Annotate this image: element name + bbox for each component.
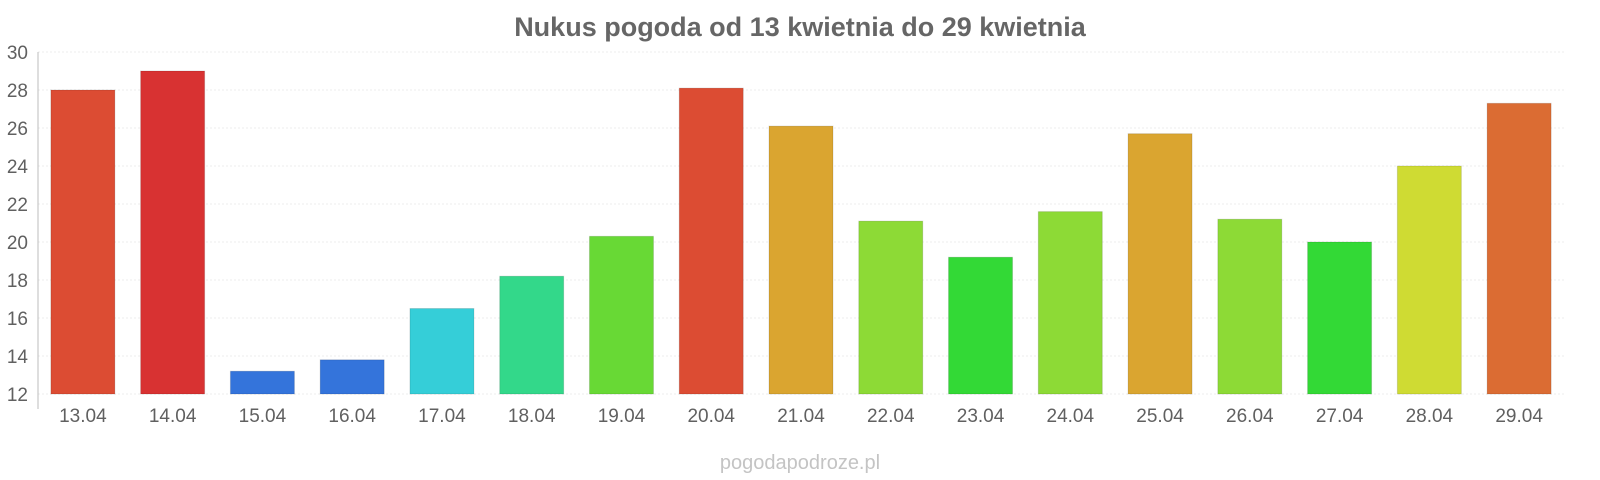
- bar-29.04[interactable]: [1486, 102, 1552, 395]
- y-tick-label: 12: [7, 385, 28, 406]
- bar-17.04[interactable]: [409, 308, 475, 395]
- y-tick-label: 22: [7, 195, 28, 216]
- bar-18.04[interactable]: [499, 275, 565, 395]
- bar-22.04[interactable]: [858, 220, 924, 395]
- source-label: pogodapodroze.pl: [720, 452, 880, 474]
- bar-19.04[interactable]: [588, 235, 654, 395]
- y-tick-label: 30: [7, 43, 28, 64]
- y-tick-label: 26: [7, 119, 28, 140]
- bar-16.04[interactable]: [319, 359, 385, 395]
- bar-26.04[interactable]: [1217, 218, 1283, 395]
- x-tick-label: 27.04: [1316, 406, 1364, 427]
- y-tick-label: 14: [7, 347, 29, 368]
- chart-title: Nukus pogoda od 13 kwietnia do 29 kwietn…: [514, 12, 1087, 42]
- x-tick-label: 25.04: [1136, 406, 1184, 427]
- bar-24.04[interactable]: [1037, 211, 1103, 395]
- bar-13.04[interactable]: [50, 89, 116, 395]
- bars: [50, 70, 1552, 395]
- bar-21.04[interactable]: [768, 125, 834, 395]
- bar-27.04[interactable]: [1307, 241, 1373, 395]
- y-tick-label: 20: [7, 233, 28, 254]
- x-tick-label: 14.04: [149, 406, 197, 427]
- x-tick-label: 13.04: [59, 406, 107, 427]
- bar-28.04[interactable]: [1396, 165, 1462, 395]
- x-tick-label: 16.04: [328, 406, 376, 427]
- y-tick-label: 24: [7, 157, 29, 178]
- bar-25.04[interactable]: [1127, 133, 1193, 395]
- bar-23.04[interactable]: [948, 256, 1014, 395]
- x-tick-label: 15.04: [239, 406, 287, 427]
- bar-20.04[interactable]: [678, 87, 744, 395]
- x-axis-ticks: 13.04 14.04 15.04 16.04 17.04 18.04 19.04 20.04…: [59, 406, 1543, 427]
- y-axis-ticks: 12 14 16 18 20 22 24 26 28 30: [7, 43, 29, 406]
- x-tick-label: 17.04: [418, 406, 466, 427]
- bar-15.04[interactable]: [229, 370, 295, 395]
- y-tick-label: 16: [7, 309, 28, 330]
- x-tick-label: 20.04: [687, 406, 735, 427]
- bar-14.04[interactable]: [140, 70, 206, 395]
- x-tick-label: 22.04: [867, 406, 915, 427]
- x-tick-label: 23.04: [957, 406, 1005, 427]
- y-tick-label: 28: [7, 81, 28, 102]
- x-tick-label: 28.04: [1406, 406, 1454, 427]
- x-tick-label: 19.04: [598, 406, 646, 427]
- x-tick-label: 26.04: [1226, 406, 1274, 427]
- x-tick-label: 29.04: [1495, 406, 1543, 427]
- x-tick-label: 18.04: [508, 406, 556, 427]
- x-tick-label: 21.04: [777, 406, 825, 427]
- x-tick-label: 24.04: [1047, 406, 1095, 427]
- y-tick-label: 18: [7, 271, 28, 292]
